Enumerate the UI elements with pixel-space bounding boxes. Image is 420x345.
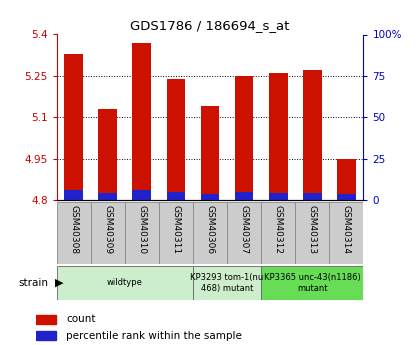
Bar (235, 192, 253, 200)
Bar (337, 159, 356, 200)
Text: GSM40306: GSM40306 (205, 205, 215, 254)
Bar (159, 202, 193, 264)
Bar (98, 109, 117, 200)
Bar (261, 202, 295, 264)
Bar (36, 331, 56, 340)
Bar (303, 70, 322, 200)
Bar (269, 193, 288, 200)
Text: ▶: ▶ (55, 278, 63, 288)
Bar (132, 190, 151, 200)
Bar (261, 266, 363, 300)
Text: percentile rank within the sample: percentile rank within the sample (66, 331, 242, 341)
Text: GSM40313: GSM40313 (308, 205, 317, 254)
Bar (167, 192, 185, 200)
Bar (337, 194, 356, 200)
Text: GSM40307: GSM40307 (239, 205, 249, 254)
Text: GSM40308: GSM40308 (69, 205, 78, 254)
Bar (303, 193, 322, 200)
Bar (269, 73, 288, 200)
Bar (132, 43, 151, 200)
Bar (57, 202, 91, 264)
Bar (193, 202, 227, 264)
Bar (36, 315, 56, 324)
Bar (329, 202, 363, 264)
Bar (201, 194, 219, 200)
Bar (167, 79, 185, 200)
Bar (98, 193, 117, 200)
Text: GSM40311: GSM40311 (171, 205, 181, 254)
Bar (193, 266, 261, 300)
Text: count: count (66, 314, 95, 324)
Title: GDS1786 / 186694_s_at: GDS1786 / 186694_s_at (130, 19, 290, 32)
Bar (125, 202, 159, 264)
Text: GSM40309: GSM40309 (103, 205, 112, 254)
Bar (227, 202, 261, 264)
Text: GSM40312: GSM40312 (274, 205, 283, 254)
Text: KP3293 tom-1(nu
468) mutant: KP3293 tom-1(nu 468) mutant (190, 273, 264, 293)
Bar (201, 106, 219, 200)
Bar (235, 76, 253, 200)
Text: GSM40314: GSM40314 (342, 205, 351, 254)
Bar (64, 190, 83, 200)
Bar (64, 54, 83, 200)
Text: GSM40310: GSM40310 (137, 205, 146, 254)
Text: wildtype: wildtype (107, 278, 143, 287)
Bar (295, 202, 329, 264)
Bar (91, 202, 125, 264)
Bar (57, 266, 193, 300)
Text: strain: strain (18, 278, 48, 288)
Text: KP3365 unc-43(n1186)
mutant: KP3365 unc-43(n1186) mutant (264, 273, 361, 293)
